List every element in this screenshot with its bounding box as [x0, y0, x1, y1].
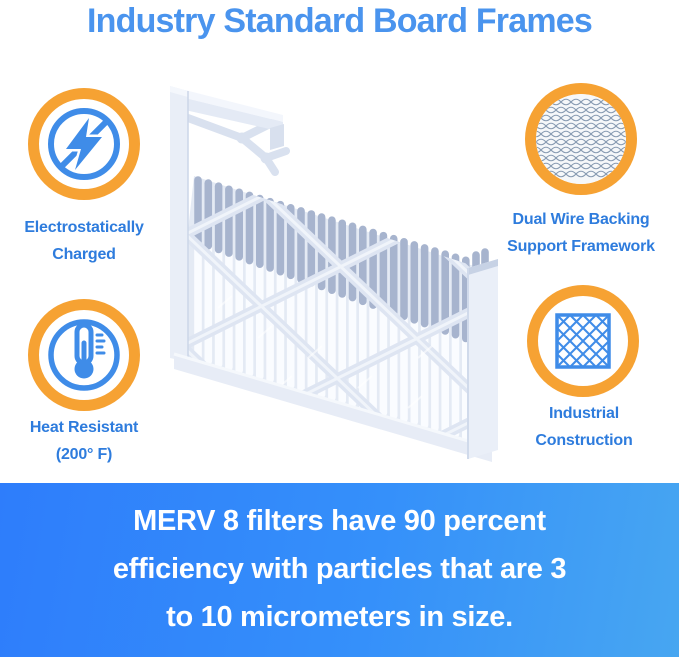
diamond-lattice-square-icon [527, 285, 639, 397]
page-title: Industry Standard Board Frames [86, 2, 593, 40]
lightning-bolt-graphic [48, 108, 120, 180]
label-line: Support Framework [507, 238, 655, 255]
thermometer-graphic [48, 319, 120, 391]
label-line: (200° F) [55, 446, 113, 463]
thermometer-icon [28, 299, 140, 411]
lightning-bolt-circle-icon [28, 88, 140, 200]
filter-pleats [194, 176, 470, 441]
feature-label-industrial-construction: Industrial Construction [474, 400, 679, 454]
label-line: Electrostatically [24, 219, 144, 236]
wire-mesh-photo-icon [525, 83, 637, 195]
label-line: Construction [535, 432, 633, 449]
feature-label-electrostatically-charged: Electrostatically Charged [0, 214, 194, 268]
banner-line: MERV 8 filters have 90 percent [133, 505, 546, 537]
wire-mesh-graphic [536, 94, 626, 184]
label-line: Charged [52, 246, 116, 263]
banner-line: efficiency with particles that are 3 [112, 553, 567, 585]
banner-text: MERV 8 filters have 90 percent efficienc… [112, 497, 567, 641]
info-banner: MERV 8 filters have 90 percent efficienc… [0, 483, 679, 657]
air-filter-illustration [170, 86, 498, 462]
label-line: Dual Wire Backing [512, 211, 650, 228]
banner-line: to 10 micrometers in size. [166, 601, 513, 633]
filter-frame [170, 86, 498, 462]
feature-label-dual-wire-backing: Dual Wire Backing Support Framework [471, 206, 679, 260]
lattice-square-graphic [555, 313, 611, 369]
label-line: Heat Resistant [29, 419, 139, 436]
label-line: Industrial [548, 405, 619, 422]
feature-label-heat-resistant: Heat Resistant (200° F) [0, 414, 194, 468]
